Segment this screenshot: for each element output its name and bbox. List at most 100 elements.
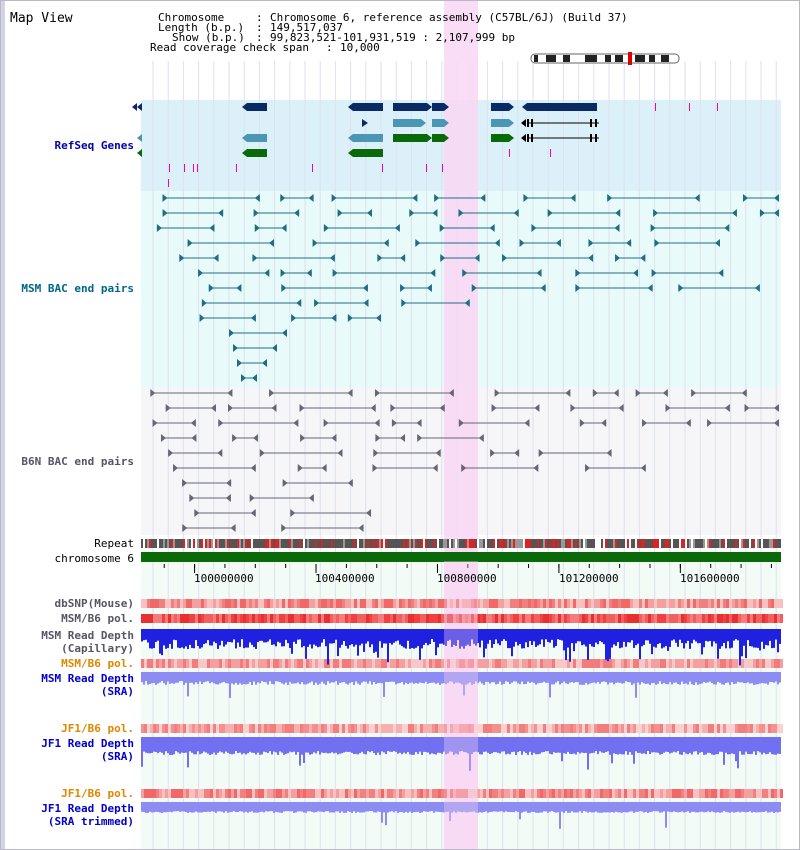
msm-depth-capillary-bar <box>525 629 527 643</box>
jf1-depth-trimmed-bar <box>683 802 685 813</box>
msm-depth-capillary-bar <box>749 629 751 647</box>
repeat-segment <box>275 539 277 548</box>
repeat-segment <box>247 539 249 548</box>
jf1-depth-sra-bar <box>143 737 145 752</box>
jf1-read-depth-trimmed-label[interactable]: JF1 Read Depth <box>41 802 134 815</box>
msm-b6-pol-cell <box>447 614 450 623</box>
bac-end <box>262 359 267 367</box>
dbsnp-cell <box>576 599 579 608</box>
jf1-depth-sra-bar <box>643 737 645 754</box>
msm-depth-capillary-bar <box>375 629 377 652</box>
bac-end <box>579 419 585 427</box>
msm-bac-end-pairs-label[interactable]: MSM BAC end pairs <box>21 282 134 295</box>
msm-depth-sra-bar <box>295 672 297 684</box>
msm-depth-capillary-bar <box>207 629 209 641</box>
ideogram-band <box>649 55 655 62</box>
msm-depth-sra-bar <box>187 672 189 697</box>
jf1-b6-pol-trimmed-cell <box>654 789 657 798</box>
msm-b6-pol-cell <box>780 614 783 623</box>
jf1-depth-sra-bar <box>321 737 323 753</box>
msm-b6-pol-label[interactable]: MSM/B6 pol. <box>61 612 134 625</box>
bac-end <box>513 209 519 217</box>
msm-b6-pol-sra-cell <box>150 659 153 668</box>
jf1-depth-sra-bar <box>359 737 361 754</box>
msm-depth-sra-bar <box>209 672 211 684</box>
jf1-b6-pol-cell <box>597 724 600 733</box>
msm-depth-sra-bar <box>519 672 521 685</box>
msm-depth-capillary-bar <box>599 629 601 642</box>
bac-end <box>191 434 197 442</box>
snp-tick <box>184 164 185 172</box>
jf1-b6-pol-trimmed-label[interactable]: JF1/B6 pol. <box>61 787 134 800</box>
bac-end <box>464 299 470 307</box>
jf1-depth-trimmed-bar <box>247 802 249 813</box>
jf1-b6-pol-cell <box>588 724 591 733</box>
jf1-b6-pol-trimmed-cell <box>279 789 282 798</box>
msm-b6-pol-sra-cell <box>684 659 687 668</box>
jf1-depth-sra-bar <box>689 737 691 753</box>
dbsnp-label[interactable]: dbSNP(Mouse) <box>54 597 134 610</box>
jf1-b6-pol-trimmed-cell <box>159 789 162 798</box>
msm-b6-pol-cell <box>768 614 771 623</box>
jf1-b6-pol-trimmed-cell <box>201 789 204 798</box>
msm-b6-pol-sra-label[interactable]: MSM/B6 pol. <box>61 657 134 670</box>
msm-b6-pol-sra-cell <box>258 659 261 668</box>
snp-tick <box>236 164 237 172</box>
jf1-depth-sra-bar <box>661 737 663 755</box>
refseq-genes-label[interactable]: RefSeq Genes <box>54 139 134 152</box>
msm-depth-capillary-bar <box>411 629 413 648</box>
msm-depth-capillary-bar <box>231 629 233 643</box>
gene-arrow <box>427 103 432 111</box>
msm-b6-pol-cell <box>486 614 489 623</box>
b6n-bac-end-pairs-label[interactable]: B6N BAC end pairs <box>21 455 134 468</box>
msm-depth-sra-bar <box>509 672 511 685</box>
jf1-read-depth-sra-label[interactable]: JF1 Read Depth <box>41 737 134 750</box>
msm-depth-capillary-bar <box>179 629 181 649</box>
msm-depth-capillary-bar <box>169 629 171 644</box>
msm-depth-capillary-bar <box>763 629 765 649</box>
msm-b6-pol-cell <box>258 614 261 623</box>
jf1-depth-sra-bar <box>405 737 407 754</box>
dbsnp-cell <box>567 599 570 608</box>
msm-depth-sra-bar <box>423 672 425 684</box>
jf1-depth-trimmed-bar <box>483 802 485 812</box>
msm-b6-pol-sra-cell <box>345 659 348 668</box>
msm-b6-pol-cell <box>726 614 729 623</box>
msm-read-depth-sra-label[interactable]: MSM Read Depth <box>41 672 134 685</box>
msm-depth-sra-bar <box>367 672 369 684</box>
msm-depth-capillary-bar <box>591 629 593 647</box>
msm-b6-pol-cell <box>516 614 519 623</box>
msm-depth-capillary-bar <box>171 629 173 649</box>
jf1-depth-sra-bar <box>499 737 501 754</box>
jf1-depth-sra-bar <box>153 737 155 752</box>
msm-depth-capillary-bar <box>731 629 733 648</box>
msm-b6-pol-cell <box>666 614 669 623</box>
dbsnp-cell <box>156 599 159 608</box>
msm-depth-sra-bar <box>681 672 683 682</box>
bac-end <box>374 419 380 427</box>
dbsnp-cell <box>759 599 762 608</box>
msm-depth-sra-bar <box>741 672 743 683</box>
msm-read-depth-capillary-label[interactable]: MSM Read Depth <box>41 629 134 642</box>
msm-depth-sra-bar <box>299 672 301 685</box>
repeat-segment <box>543 539 545 548</box>
repeat-segment <box>585 539 587 548</box>
jf1-b6-pol-label[interactable]: JF1/B6 pol. <box>61 722 134 735</box>
repeat-segment <box>567 539 569 548</box>
msm-depth-capillary-bar <box>683 629 685 649</box>
msm-depth-sra-bar <box>677 672 679 684</box>
jf1-depth-trimmed-bar <box>739 802 741 813</box>
msm-depth-capillary-bar <box>155 629 157 642</box>
jf1-b6-pol-trimmed-cell <box>372 789 375 798</box>
dbsnp-cell <box>417 599 420 608</box>
jf1-read-depth-trimmed-sub-label: (SRA trimmed) <box>47 815 134 828</box>
bac-end <box>502 254 508 262</box>
msm-b6-pol-cell <box>303 614 306 623</box>
msm-b6-pol-cell <box>315 614 318 623</box>
jf1-depth-sra-bar <box>299 737 301 766</box>
bac-end <box>362 284 368 292</box>
jf1-depth-trimmed-bar <box>233 802 235 812</box>
msm-depth-sra-bar <box>459 672 461 684</box>
jf1-b6-pol-cell <box>423 724 426 733</box>
